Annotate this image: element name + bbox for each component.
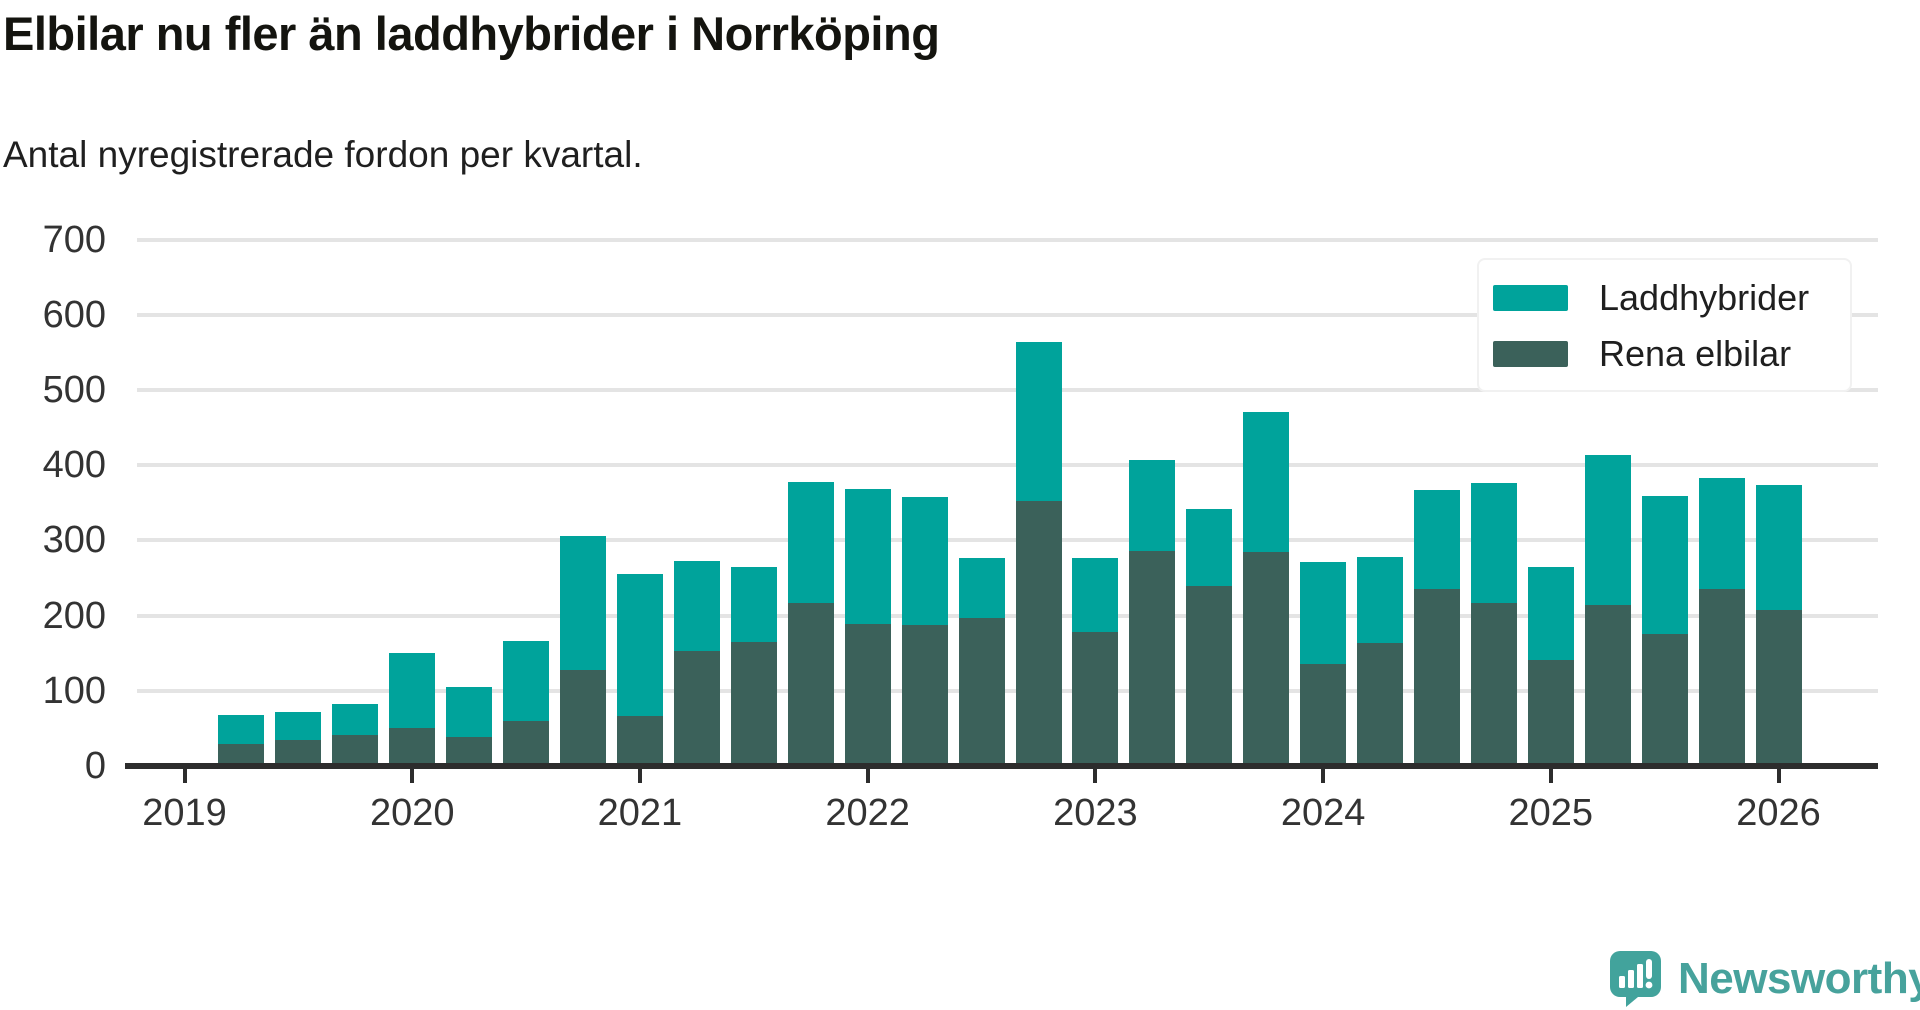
newsworthy-logo: Newsworthy: [1610, 951, 1920, 1007]
bar-segment-laddhybrider: [1072, 558, 1118, 632]
y-axis-label: 0: [0, 744, 106, 788]
y-axis-label: 300: [0, 518, 106, 562]
bar-segment-rena-elbilar: [1072, 632, 1118, 766]
bar-segment-laddhybrider: [959, 558, 1005, 618]
bar-segment-rena-elbilar: [446, 737, 492, 766]
bar-segment-laddhybrider: [1414, 490, 1460, 589]
bar-segment-rena-elbilar: [1129, 551, 1175, 766]
bar-segment-rena-elbilar: [1300, 664, 1346, 766]
bar-segment-rena-elbilar: [1585, 605, 1631, 766]
bar-segment-rena-elbilar: [731, 642, 777, 766]
legend-swatch-laddhybrider: [1493, 285, 1568, 311]
x-axis-label: 2026: [1694, 791, 1864, 835]
x-axis-tick: [410, 769, 414, 783]
chart-canvas: Elbilar nu fler än laddhybrider i Norrkö…: [0, 0, 1920, 1010]
y-axis-label: 100: [0, 669, 106, 713]
bar-segment-rena-elbilar: [1699, 589, 1745, 766]
bar-segment-rena-elbilar: [617, 716, 663, 766]
x-axis-label: 2021: [555, 791, 725, 835]
bar-segment-laddhybrider: [1129, 460, 1175, 551]
x-axis-tick: [638, 769, 642, 783]
newsworthy-wordmark: Newsworthy: [1678, 952, 1920, 1006]
x-axis-label: 2020: [327, 791, 497, 835]
legend-label: Rena elbilar: [1599, 333, 1791, 375]
bar-segment-rena-elbilar: [845, 624, 891, 766]
chart-title: Elbilar nu fler än laddhybrider i Norrkö…: [3, 6, 939, 62]
x-axis-tick: [1549, 769, 1553, 783]
bar-segment-laddhybrider: [332, 704, 378, 735]
gridline: [137, 238, 1878, 242]
bar-segment-rena-elbilar: [1528, 660, 1574, 766]
bar-segment-rena-elbilar: [1642, 634, 1688, 766]
x-axis-label: 2025: [1466, 791, 1636, 835]
bar-segment-laddhybrider: [1585, 455, 1631, 605]
bar-segment-laddhybrider: [275, 712, 321, 740]
x-axis-label: 2024: [1238, 791, 1408, 835]
bar-segment-laddhybrider: [1471, 483, 1517, 603]
bar-segment-laddhybrider: [1528, 567, 1574, 660]
legend-label: Laddhybrider: [1599, 277, 1809, 319]
bar-segment-rena-elbilar: [1756, 610, 1802, 766]
bar-segment-laddhybrider: [1357, 557, 1403, 643]
x-axis-label: 2019: [100, 791, 270, 835]
y-axis-label: 200: [0, 594, 106, 638]
bar-segment-rena-elbilar: [560, 670, 606, 766]
bar-segment-laddhybrider: [503, 641, 549, 721]
bar-segment-rena-elbilar: [1243, 552, 1289, 766]
bar-segment-laddhybrider: [617, 574, 663, 716]
bar-segment-rena-elbilar: [1414, 589, 1460, 766]
legend-item: Rena elbilar: [1493, 328, 1791, 380]
bar-segment-laddhybrider: [1699, 478, 1745, 589]
bar-segment-laddhybrider: [446, 687, 492, 737]
bar-segment-rena-elbilar: [1016, 501, 1062, 766]
y-axis-label: 400: [0, 443, 106, 487]
bar-segment-rena-elbilar: [788, 603, 834, 766]
bar-segment-rena-elbilar: [332, 735, 378, 766]
legend-item: Laddhybrider: [1493, 272, 1809, 324]
bar-segment-rena-elbilar: [902, 625, 948, 766]
bar-segment-laddhybrider: [845, 489, 891, 624]
x-axis-tick: [1093, 769, 1097, 783]
bar-segment-laddhybrider: [1642, 496, 1688, 634]
x-axis-tick: [866, 769, 870, 783]
bar-segment-rena-elbilar: [503, 721, 549, 766]
y-axis-label: 700: [0, 218, 106, 262]
bar-chart-speech-pin-icon: [1610, 951, 1661, 1007]
chart-subtitle: Antal nyregistrerade fordon per kvartal.: [3, 131, 643, 179]
bar-segment-laddhybrider: [788, 482, 834, 603]
bar-segment-laddhybrider: [1243, 412, 1289, 552]
bar-segment-rena-elbilar: [959, 618, 1005, 766]
bar-segment-rena-elbilar: [674, 651, 720, 766]
bar-segment-rena-elbilar: [1357, 643, 1403, 766]
bar-segment-laddhybrider: [1016, 342, 1062, 501]
bar-segment-rena-elbilar: [389, 728, 435, 766]
bar-segment-rena-elbilar: [1186, 586, 1232, 766]
x-axis-tick: [183, 769, 187, 783]
x-axis-label: 2023: [1010, 791, 1180, 835]
x-axis-label: 2022: [783, 791, 953, 835]
bar-segment-laddhybrider: [1756, 485, 1802, 610]
bar-segment-laddhybrider: [1300, 562, 1346, 664]
x-axis-tick: [1321, 769, 1325, 783]
y-axis-label: 600: [0, 293, 106, 337]
bar-segment-laddhybrider: [1186, 509, 1232, 586]
bar-segment-laddhybrider: [389, 653, 435, 728]
y-axis-label: 500: [0, 368, 106, 412]
x-axis-tick: [1777, 769, 1781, 783]
bar-segment-laddhybrider: [560, 536, 606, 670]
legend: Laddhybrider Rena elbilar: [1477, 258, 1852, 392]
bar-segment-laddhybrider: [218, 715, 264, 744]
bar-segment-rena-elbilar: [1471, 603, 1517, 766]
bar-segment-laddhybrider: [731, 567, 777, 642]
legend-swatch-rena-elbilar: [1493, 341, 1568, 367]
bar-segment-laddhybrider: [902, 497, 948, 625]
bar-segment-laddhybrider: [674, 561, 720, 651]
x-axis-line: [125, 763, 1878, 769]
